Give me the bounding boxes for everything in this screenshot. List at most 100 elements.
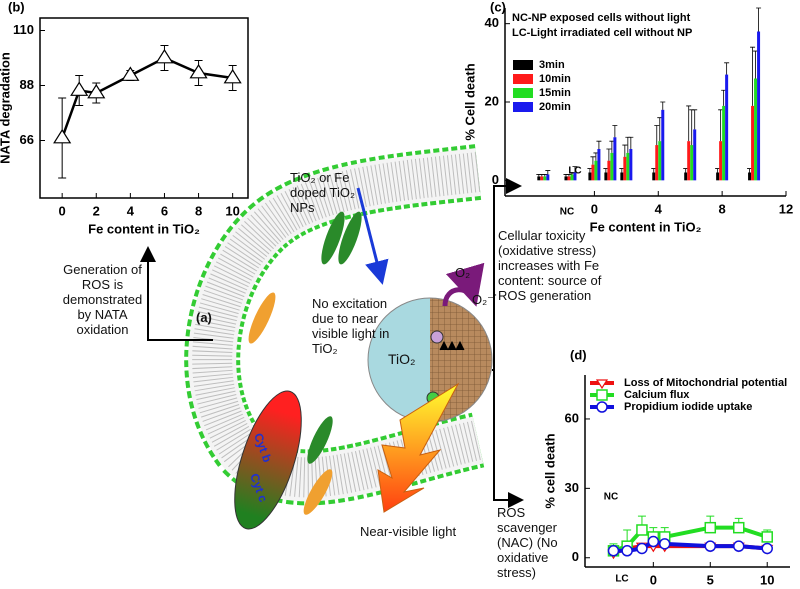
annotation: NC-NP exposed cells without light bbox=[512, 12, 691, 24]
y-tick-label: 66 bbox=[20, 132, 34, 147]
data-point bbox=[87, 83, 106, 99]
bar bbox=[610, 152, 614, 181]
ros-arrow bbox=[442, 262, 485, 307]
legend-marker bbox=[596, 389, 608, 401]
ros-text: Generation of ROS is demonstrated by NAT… bbox=[62, 262, 143, 337]
error-bar bbox=[596, 140, 602, 149]
nanoparticle bbox=[321, 211, 345, 265]
bar bbox=[655, 145, 659, 181]
error-bar bbox=[724, 62, 730, 75]
bar bbox=[570, 174, 574, 181]
y-tick-label: 0 bbox=[492, 172, 499, 187]
error-bar bbox=[566, 174, 572, 177]
error-bar bbox=[542, 174, 548, 177]
bar bbox=[751, 105, 755, 181]
no-excitation: No excitation due to near visible light … bbox=[312, 296, 390, 356]
error-bar bbox=[628, 136, 634, 149]
x-axis-label: Fe content in TiO₂ bbox=[88, 221, 200, 236]
bar bbox=[626, 152, 630, 181]
bar bbox=[588, 172, 592, 181]
light-label: Near-visible light bbox=[360, 524, 457, 539]
bar bbox=[725, 74, 729, 181]
legend-marker bbox=[596, 401, 608, 413]
bar bbox=[597, 149, 601, 181]
legend-label: Loss of Mitochondrial potential bbox=[624, 377, 787, 389]
data-point bbox=[761, 531, 773, 543]
bar bbox=[546, 174, 550, 181]
data-point bbox=[121, 66, 140, 81]
x-tick-label: 0 bbox=[650, 572, 657, 587]
cytochrome bbox=[234, 390, 302, 530]
error-bar bbox=[750, 46, 756, 106]
bar bbox=[684, 172, 688, 181]
y-tick-label: 60 bbox=[565, 410, 579, 425]
arrow bbox=[140, 246, 213, 341]
data-point bbox=[53, 128, 72, 144]
bar bbox=[661, 109, 665, 181]
x-tick-label: 2 bbox=[93, 203, 100, 218]
bar bbox=[629, 149, 633, 181]
nanoparticle bbox=[307, 416, 333, 464]
protein bbox=[303, 469, 333, 515]
x-tick-label: 6 bbox=[161, 203, 168, 218]
y-tick-label: 30 bbox=[565, 480, 579, 495]
data-point bbox=[647, 535, 660, 548]
data-point bbox=[189, 63, 208, 79]
bar bbox=[757, 31, 761, 181]
x-tick-label: 5 bbox=[707, 572, 714, 587]
bar bbox=[719, 141, 723, 181]
membrane bbox=[184, 144, 485, 506]
legend-label: Calcium flux bbox=[624, 389, 690, 401]
electron bbox=[430, 330, 444, 344]
data-point bbox=[704, 540, 717, 552]
annotation: LC-Light irradiated cell without NP bbox=[512, 27, 692, 39]
superoxide-label: O₂⁻˙ bbox=[472, 292, 499, 307]
np-arrow bbox=[356, 187, 389, 285]
data-point bbox=[607, 545, 620, 557]
x-tick-label: 0 bbox=[591, 201, 598, 216]
bar bbox=[604, 172, 608, 181]
error-bar bbox=[545, 170, 551, 175]
light-bolt bbox=[377, 382, 460, 513]
data-point bbox=[733, 540, 745, 552]
legend-swatch bbox=[513, 60, 533, 70]
data-point bbox=[704, 521, 717, 534]
error-bar bbox=[686, 105, 692, 142]
legend-label: 20min bbox=[539, 101, 571, 113]
panel-label: (d) bbox=[570, 347, 587, 362]
legend-label: 10min bbox=[539, 73, 571, 85]
y-tick-label: 88 bbox=[20, 77, 34, 92]
bar bbox=[537, 176, 541, 181]
bar bbox=[754, 78, 758, 181]
bar bbox=[687, 141, 691, 181]
error-bar bbox=[692, 109, 698, 130]
bar bbox=[567, 176, 571, 181]
y-tick-label: 20 bbox=[485, 93, 499, 108]
legend-label: 15min bbox=[539, 87, 571, 99]
excitation bbox=[439, 340, 465, 351]
x-axis-label: Fe content in TiO₂ bbox=[590, 219, 702, 234]
tio2-label: TiO₂ bbox=[388, 351, 416, 367]
bar bbox=[594, 160, 598, 181]
error-bar bbox=[572, 166, 578, 173]
doped-half bbox=[430, 298, 492, 422]
panel-label: (b) bbox=[8, 0, 25, 14]
panel-label: (c) bbox=[490, 0, 506, 14]
error-bar bbox=[612, 125, 618, 138]
annotation: LC bbox=[615, 574, 628, 585]
bar bbox=[620, 172, 624, 181]
data-point bbox=[621, 545, 633, 557]
legend-label: Propidium iodide uptake bbox=[624, 401, 752, 413]
y-tick-label: 40 bbox=[485, 15, 499, 30]
bar bbox=[607, 160, 611, 181]
x-tick-label: 10 bbox=[225, 203, 239, 218]
bar bbox=[658, 141, 662, 181]
o2-label: O₂ bbox=[455, 265, 471, 280]
x-tick-label: 4 bbox=[655, 201, 663, 216]
bar bbox=[573, 172, 577, 181]
legend-swatch bbox=[513, 102, 533, 112]
data-point bbox=[733, 521, 745, 534]
x-tick-label: 12 bbox=[779, 201, 793, 216]
data-point bbox=[658, 538, 671, 550]
